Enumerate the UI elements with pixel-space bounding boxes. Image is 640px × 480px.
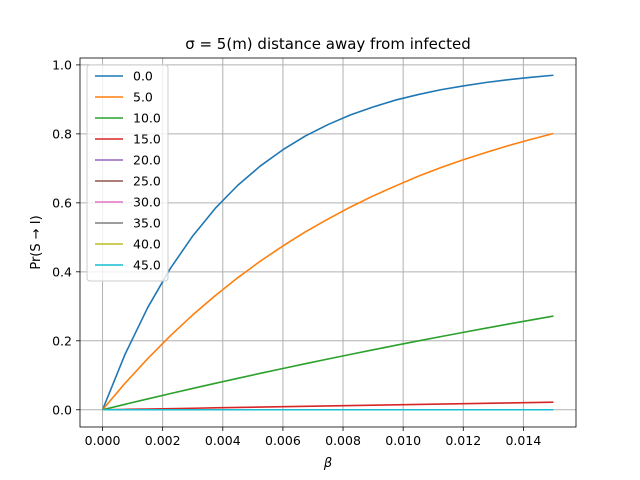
legend: 0.0 5.0 10.0 15.0 20.0 25.0 30.0 35.0 40.0 45.0 — [86, 64, 169, 282]
y-tick-label: 0.2 — [52, 333, 72, 348]
x-tick-label: 0.010 — [385, 433, 421, 448]
chart-title: σ = 5(m) distance away from infected — [185, 35, 471, 53]
series-line-5-0 — [101, 132, 554, 411]
legend-label: 40.0 — [133, 237, 161, 252]
legend-label: 5.0 — [133, 90, 153, 105]
x-tick-label: 0.000 — [85, 433, 121, 448]
x-tick-label: 0.004 — [205, 433, 241, 448]
legend-label: 20.0 — [133, 153, 161, 168]
legend-label: 30.0 — [133, 195, 161, 210]
x-axis-label: β — [323, 456, 332, 471]
legend-label: 15.0 — [133, 132, 161, 147]
series-line-10-0 — [102, 315, 554, 411]
y-tick-label: 1.0 — [52, 57, 72, 72]
legend-label: 35.0 — [133, 216, 161, 231]
y-tick-label: 0.8 — [52, 126, 72, 141]
legend-box — [86, 64, 169, 282]
legend-label: 10.0 — [133, 111, 161, 126]
x-tick-label: 0.014 — [505, 433, 541, 448]
y-axis-label: Pr(S → I) — [29, 215, 44, 269]
x-tick-label: 0.012 — [445, 433, 481, 448]
plot-frame — [79, 57, 577, 428]
series-line-0-0 — [101, 74, 554, 411]
y-tick-label: 0.6 — [52, 195, 72, 210]
legend-label: 25.0 — [133, 174, 161, 189]
x-tick-label: 0.002 — [145, 433, 181, 448]
legend-label: 0.0 — [133, 69, 153, 84]
axis-ticks: 0.000 0.002 0.004 0.006 0.008 0.010 0.012 0.014… — [52, 57, 541, 448]
x-tick-label: 0.008 — [325, 433, 361, 448]
x-tick-label: 0.006 — [265, 433, 301, 448]
y-tick-label: 0.0 — [52, 402, 72, 417]
series-line-15-0 — [102, 401, 554, 411]
legend-label: 45.0 — [133, 258, 161, 273]
series-lines — [101, 74, 554, 411]
y-tick-label: 0.4 — [52, 264, 72, 279]
